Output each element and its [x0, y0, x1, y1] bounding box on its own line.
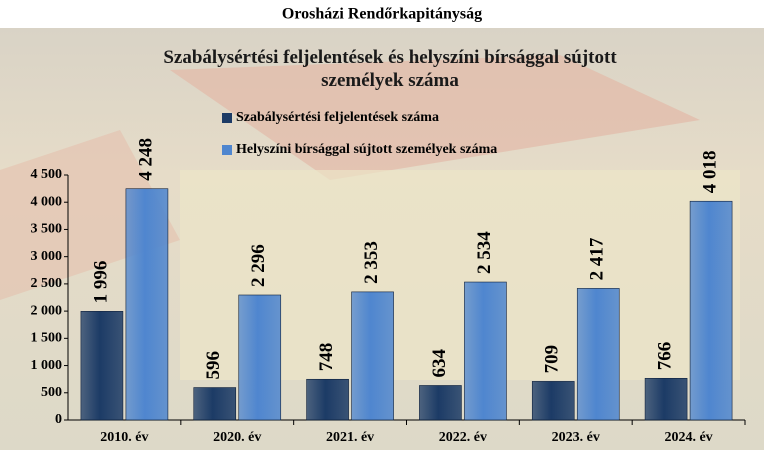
bar — [239, 295, 281, 420]
y-tick-label: 4 000 — [31, 194, 63, 209]
y-tick-label: 1 000 — [31, 358, 63, 373]
chart-title: Szabálysértési feljelentések és helyszín… — [120, 46, 660, 92]
x-tick-label: 2022. év — [439, 430, 487, 445]
value-label: 4 248 — [135, 138, 156, 181]
x-tick-label: 2024. év — [664, 430, 712, 445]
y-tick-label: 1 500 — [31, 331, 63, 346]
bar — [307, 379, 349, 420]
value-label: 2 534 — [474, 231, 495, 274]
y-tick-label: 0 — [55, 412, 62, 427]
x-tick-label: 2023. év — [552, 430, 600, 445]
bar — [577, 288, 619, 420]
x-tick-label: 2021. év — [326, 430, 374, 445]
legend-swatch — [222, 113, 232, 123]
bar — [532, 381, 574, 420]
bar — [464, 282, 506, 420]
bar — [126, 189, 168, 420]
bar — [690, 201, 732, 420]
y-tick-label: 3 000 — [31, 249, 63, 264]
x-tick-label: 2010. év — [100, 430, 148, 445]
y-tick-label: 500 — [41, 385, 62, 400]
legend-label: Szabálysértési feljelentések száma — [236, 110, 439, 125]
value-label: 2 353 — [361, 241, 382, 284]
y-tick-label: 2 000 — [31, 303, 63, 318]
bar — [352, 292, 394, 420]
value-label: 596 — [203, 351, 224, 380]
bar — [645, 378, 687, 420]
x-tick-label: 2020. év — [213, 430, 261, 445]
page: Orosházi Rendőrkapitányság 0 500 1 000 1 50… — [0, 0, 764, 450]
value-label: 2 296 — [248, 244, 269, 287]
bar — [419, 385, 461, 420]
legend-label: Helyszíni bírsággal sújtott személyek sz… — [236, 142, 497, 157]
bar — [81, 311, 123, 420]
value-label: 4 018 — [699, 150, 720, 193]
value-label: 1 996 — [90, 261, 111, 304]
header: Orosházi Rendőrkapitányság — [282, 6, 482, 23]
value-label: 748 — [316, 343, 337, 372]
value-label: 766 — [654, 342, 675, 371]
legend-swatch — [222, 145, 232, 155]
y-tick-label: 4 500 — [31, 167, 63, 182]
y-tick-label: 2 500 — [31, 276, 63, 291]
y-tick-label: 3 500 — [31, 222, 63, 237]
bar — [194, 388, 236, 420]
value-label: 2 417 — [587, 237, 608, 280]
value-label: 634 — [429, 348, 450, 377]
value-label: 709 — [542, 345, 563, 374]
